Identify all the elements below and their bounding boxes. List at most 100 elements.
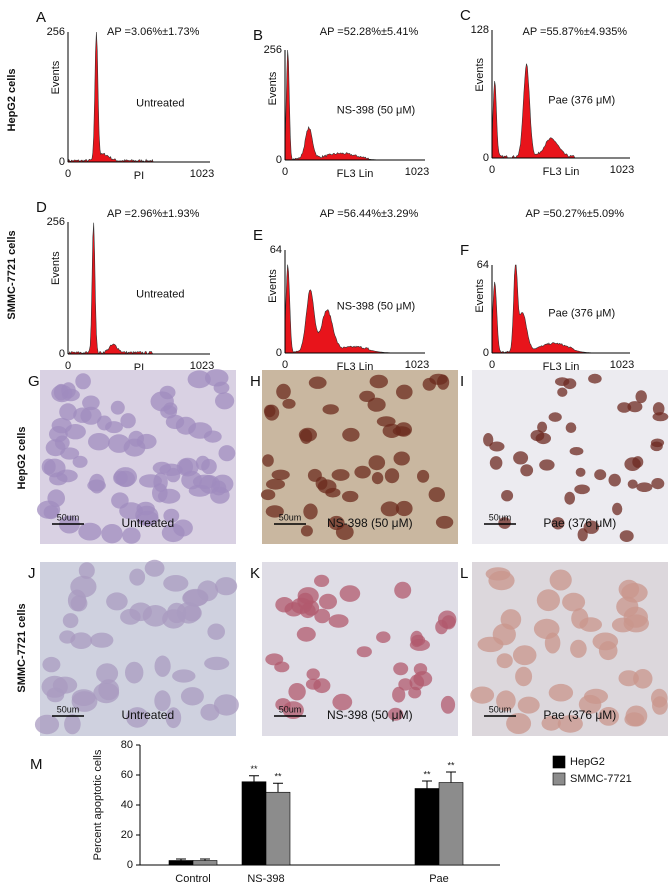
cell xyxy=(297,587,319,605)
cell xyxy=(135,505,159,526)
x-tick-label: 1023 xyxy=(405,166,429,178)
cell xyxy=(165,707,182,729)
cell xyxy=(322,404,339,415)
panel-letter: D xyxy=(36,199,47,216)
cell xyxy=(633,669,653,689)
y-tick-label: 0 xyxy=(483,152,489,164)
cell xyxy=(612,502,623,516)
cell xyxy=(627,479,638,489)
y-tick-label: 64 xyxy=(477,259,489,271)
ap-value: AP =56.44%±3.29% xyxy=(320,208,419,220)
cell xyxy=(328,614,349,628)
cell xyxy=(275,597,294,613)
x-tick-label: 0 xyxy=(282,166,288,178)
cell xyxy=(331,469,350,481)
condition: Untreated xyxy=(136,97,184,109)
cell xyxy=(282,398,296,409)
cell xyxy=(652,402,665,416)
cell xyxy=(319,593,337,610)
cell xyxy=(110,400,125,415)
cell xyxy=(367,397,386,412)
cell xyxy=(218,445,236,462)
cell xyxy=(207,623,225,640)
cell xyxy=(368,455,386,471)
cell xyxy=(59,403,77,421)
cell xyxy=(328,515,345,531)
cell xyxy=(106,592,128,611)
cell xyxy=(632,456,644,468)
cell xyxy=(120,608,141,625)
cell xyxy=(551,517,565,530)
cell xyxy=(120,413,136,429)
cell xyxy=(126,707,149,728)
panel-letter: M xyxy=(30,756,43,773)
cell xyxy=(437,374,450,390)
scale-label: 50um xyxy=(279,512,302,522)
cell xyxy=(382,423,401,438)
cell xyxy=(89,473,105,494)
cell xyxy=(409,674,425,691)
x-tick-label: 0 xyxy=(489,164,495,176)
cell xyxy=(111,492,129,509)
cell xyxy=(548,683,574,702)
cell xyxy=(575,467,586,477)
cell xyxy=(260,489,276,501)
cell xyxy=(203,430,222,443)
cell xyxy=(489,441,505,452)
condition: NS-398 (50 μM) xyxy=(327,516,413,530)
condition: Untreated xyxy=(121,516,174,530)
y-tick-label: 256 xyxy=(47,26,65,38)
cell xyxy=(176,457,199,477)
condition: NS-398 (50 μM) xyxy=(337,301,415,313)
cell xyxy=(517,696,540,714)
x-tick-label: 1023 xyxy=(610,359,634,371)
y-tick-label: 0 xyxy=(127,859,133,871)
cell xyxy=(282,701,304,719)
cell xyxy=(159,385,176,400)
y-tick-label: 0 xyxy=(59,348,65,360)
cell xyxy=(195,455,210,471)
panel-letter: F xyxy=(460,242,469,259)
condition: Untreated xyxy=(121,708,174,722)
cell xyxy=(96,663,119,684)
y-label: Events xyxy=(267,71,279,105)
cell xyxy=(165,414,185,430)
cell xyxy=(303,503,318,520)
cell xyxy=(489,456,503,470)
x-tick-label: 0 xyxy=(65,360,71,372)
significance: ** xyxy=(250,764,258,774)
row-label: SMMC-7721 cells xyxy=(16,603,28,692)
cell xyxy=(71,689,96,706)
cell xyxy=(636,482,653,493)
cell xyxy=(564,491,575,505)
cell xyxy=(548,412,562,422)
bar xyxy=(414,788,440,866)
condition: Pae (376 μM) xyxy=(548,94,615,106)
cell xyxy=(274,661,290,673)
legend-label: HepG2 xyxy=(570,756,605,768)
row-label: HepG2 cells xyxy=(6,69,18,132)
ap-value: AP =50.27%±5.09% xyxy=(526,208,625,220)
cell xyxy=(215,577,238,596)
y-label: Events xyxy=(474,57,486,91)
cell xyxy=(635,390,647,404)
cell xyxy=(129,568,146,586)
cell xyxy=(393,451,410,466)
row-label: HepG2 cells xyxy=(16,427,28,490)
cell xyxy=(88,433,110,451)
x-tick-label: 1023 xyxy=(190,168,214,180)
cell xyxy=(172,669,196,683)
x-tick-label: Pae xyxy=(429,873,449,885)
cell xyxy=(42,656,61,673)
cell xyxy=(577,528,588,542)
cell xyxy=(623,606,648,628)
cell xyxy=(180,687,204,706)
significance: ** xyxy=(447,760,455,770)
cell xyxy=(64,424,86,440)
cell xyxy=(565,422,577,434)
condition: Pae (376 μM) xyxy=(543,708,616,722)
cell xyxy=(154,690,171,712)
legend-label: SMMC-7721 xyxy=(570,773,632,785)
cell xyxy=(617,402,632,413)
